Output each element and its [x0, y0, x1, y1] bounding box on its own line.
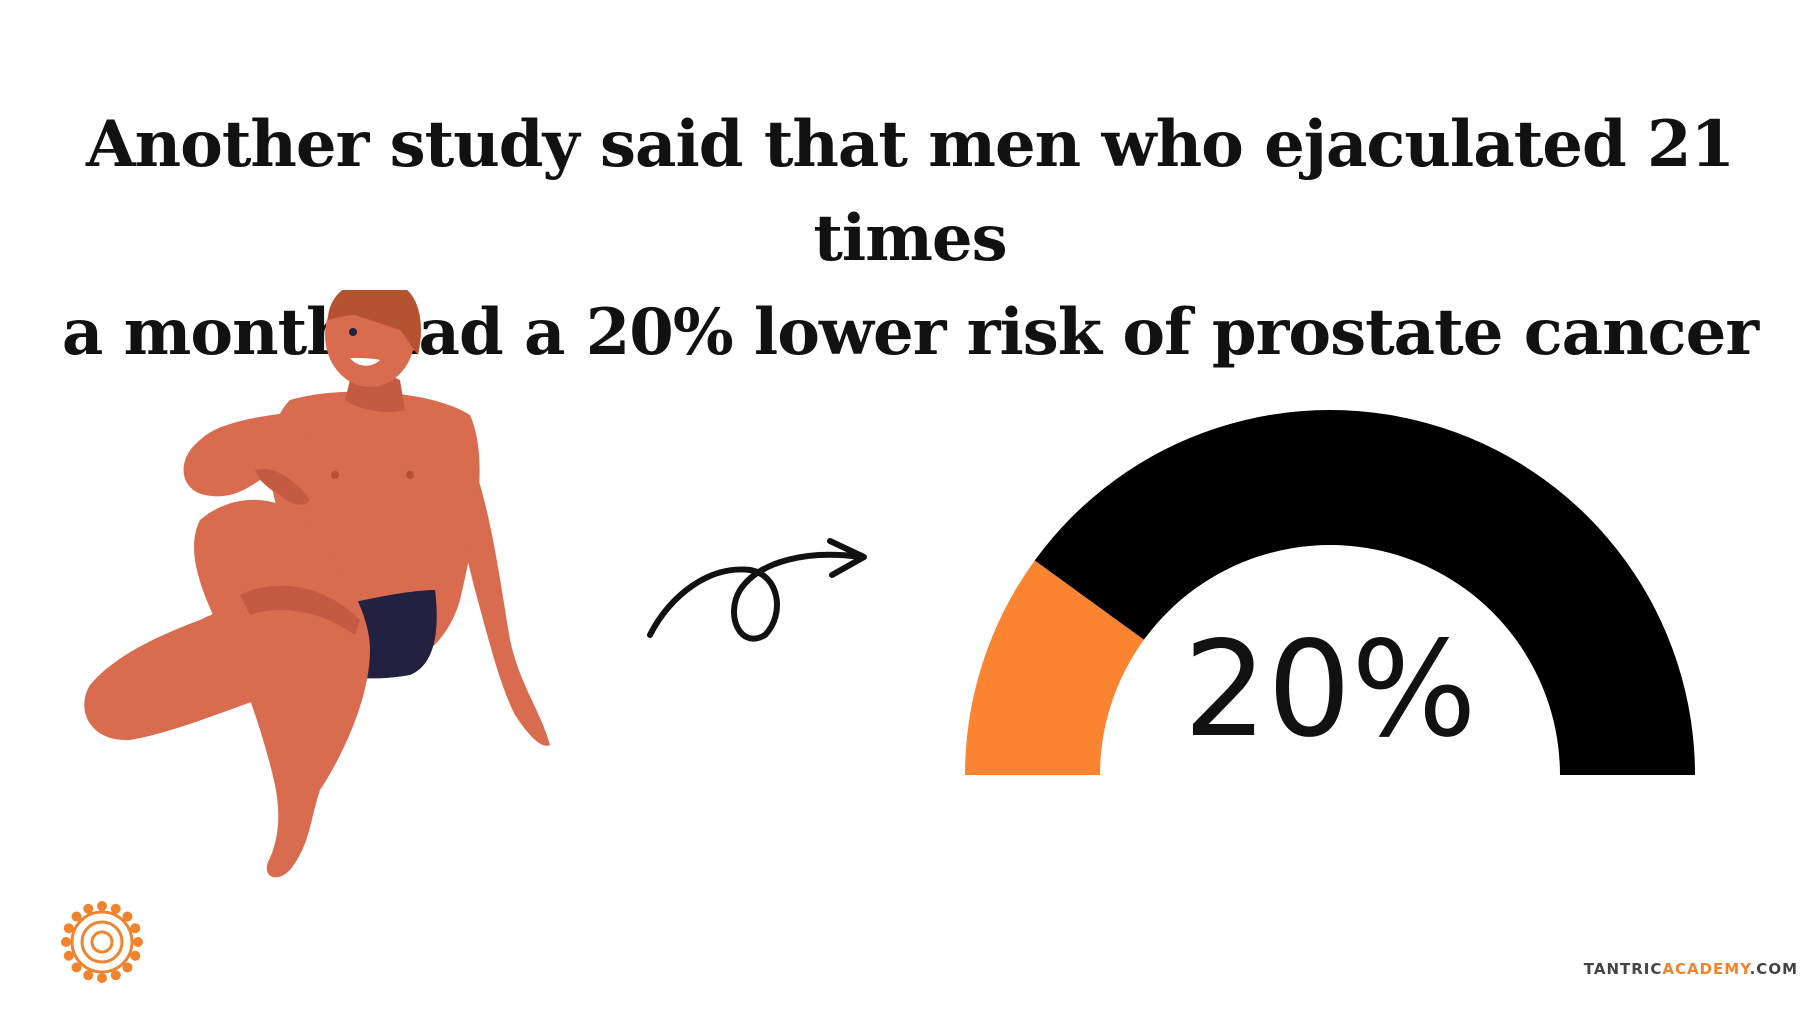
gauge-fill [965, 560, 1144, 775]
smile [350, 358, 380, 366]
logo-petal [71, 962, 82, 973]
logo-petal [122, 911, 133, 922]
right-leg [194, 499, 370, 878]
mandala-logo [61, 901, 143, 983]
logo-petal [130, 923, 141, 934]
left-hand [255, 469, 310, 505]
logo-petal [63, 950, 74, 961]
watermark: TANTRICACADEMY.COM [1584, 960, 1798, 978]
leg-shadow [240, 585, 360, 635]
logo-petal [61, 937, 71, 947]
logo-petal [130, 950, 141, 961]
logo-petal [83, 970, 94, 981]
logo-petal [133, 937, 143, 947]
gauge-value-label: 20% [1183, 613, 1477, 767]
headline-line-1: Another study said that men who ejaculat… [85, 106, 1735, 276]
logo-petal [83, 903, 94, 914]
logo-petal [63, 923, 74, 934]
chest-detail [406, 471, 414, 479]
gauge-track [1034, 410, 1695, 775]
right-arm [450, 455, 550, 746]
eye [349, 328, 357, 336]
chest-detail [331, 471, 339, 479]
watermark-part1: TANTRIC [1583, 960, 1663, 978]
logo-petal [110, 970, 121, 981]
hair [328, 290, 421, 355]
risk-gauge [965, 410, 1695, 775]
logo-petal [97, 973, 107, 983]
logo-petal [97, 901, 107, 911]
watermark-part3: .COM [1749, 960, 1798, 978]
sitting-man-illustration [84, 290, 550, 878]
logo-petal [110, 903, 121, 914]
logo-petal [71, 911, 82, 922]
logo-petal [122, 962, 133, 973]
watermark-part2: ACADEMY [1662, 960, 1750, 978]
curly-arrow-icon [647, 538, 867, 642]
